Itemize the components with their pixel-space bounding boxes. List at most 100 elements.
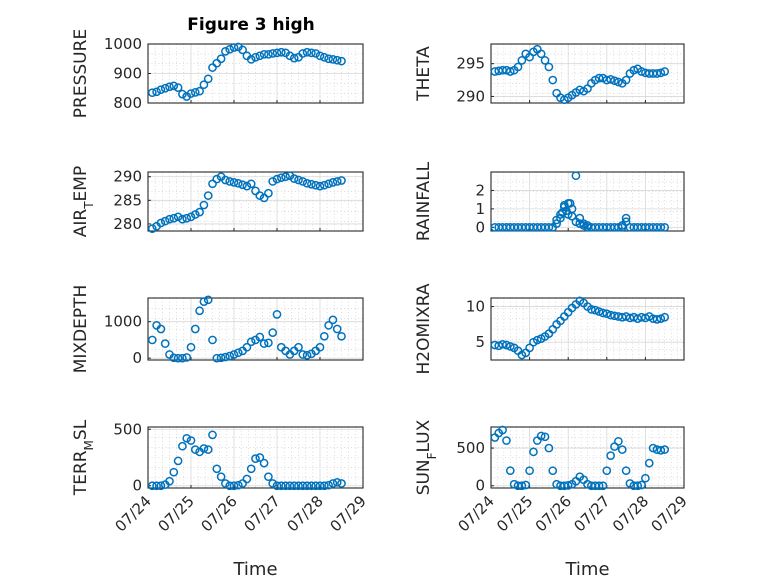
data-point — [156, 218, 166, 228]
y-tick-label: 800 — [113, 94, 142, 112]
y-axis-label-tail: LUX — [414, 419, 434, 452]
data-point — [583, 479, 592, 489]
data-point — [203, 295, 213, 305]
data-point — [590, 305, 600, 315]
data-point — [656, 445, 666, 455]
data-point — [521, 480, 531, 490]
data-point — [298, 481, 308, 491]
data-point — [238, 45, 247, 55]
data-point — [268, 479, 278, 488]
data-point — [173, 83, 183, 93]
data-point — [225, 44, 235, 54]
y-tick-label: 900 — [113, 65, 142, 83]
data-point — [579, 221, 588, 230]
data-point — [529, 447, 538, 457]
data-point — [152, 481, 161, 491]
subplot-pressure: 800 900 1000 PRESSURE — [71, 29, 364, 118]
data-point — [182, 353, 192, 362]
data-point — [173, 212, 183, 222]
data-point — [199, 297, 209, 306]
data-point — [621, 75, 631, 85]
data-point — [212, 353, 222, 363]
data-point — [195, 306, 204, 316]
data-point — [617, 221, 627, 230]
data-point — [315, 181, 325, 191]
data-point — [302, 178, 312, 188]
data-point — [307, 179, 316, 189]
data-point — [238, 479, 247, 488]
data-point — [652, 315, 662, 324]
data-point — [178, 89, 187, 99]
data-point — [525, 343, 534, 353]
data-point — [182, 213, 192, 223]
data-point — [169, 467, 179, 477]
data-point — [246, 464, 256, 474]
data-point — [319, 481, 329, 491]
data-point — [276, 173, 286, 183]
data-point — [186, 212, 196, 222]
data-point — [212, 464, 222, 474]
y-tick-label: 0 — [132, 477, 142, 495]
data-point — [525, 466, 534, 476]
subplot-theta: 290 295 THETA — [414, 43, 685, 105]
data-point — [165, 82, 174, 92]
data-point — [337, 479, 346, 488]
data-point — [186, 342, 196, 352]
x-tick-label: 07/26 — [532, 492, 575, 535]
data-point — [606, 451, 616, 460]
data-point — [598, 308, 608, 318]
data-point — [498, 425, 507, 435]
data-point — [199, 200, 209, 210]
data-point — [160, 339, 170, 348]
data-point — [160, 216, 170, 226]
data-point — [324, 179, 333, 189]
data-point — [517, 481, 527, 491]
data-point — [276, 481, 286, 491]
data-point — [268, 177, 278, 186]
data-point — [594, 481, 604, 491]
data-point — [302, 350, 312, 360]
x-tick-label: 07/25 — [155, 492, 198, 535]
y-axis-label-subscript: M — [82, 440, 96, 450]
data-point — [517, 56, 527, 65]
data-point — [319, 180, 329, 190]
data-point — [328, 479, 338, 488]
data-point — [660, 67, 670, 76]
data-point — [610, 76, 619, 86]
data-point — [294, 175, 303, 185]
axes-frame — [147, 43, 364, 104]
axes-frame — [490, 43, 685, 104]
data-point — [156, 481, 166, 491]
data-point — [255, 51, 265, 61]
data-point — [328, 54, 338, 64]
data-point — [315, 481, 325, 491]
data-point — [509, 479, 519, 489]
data-point — [559, 481, 569, 491]
y-axis-label: PRESSURE — [71, 29, 91, 118]
y-tick-label: 500 — [456, 439, 485, 457]
data-point — [225, 481, 235, 491]
data-point — [552, 479, 561, 489]
y-axis-label-tail: SL — [71, 419, 91, 440]
data-point — [264, 49, 273, 59]
data-point — [548, 75, 558, 85]
data-point — [208, 179, 217, 189]
data-point — [259, 193, 269, 203]
data-point — [272, 481, 282, 491]
x-axis-label: Time — [232, 559, 277, 580]
data-point — [332, 478, 342, 487]
data-point — [565, 198, 575, 208]
data-point — [289, 174, 299, 183]
data-point — [505, 342, 515, 351]
data-point — [259, 458, 269, 468]
data-point — [656, 68, 666, 78]
data-point — [571, 171, 581, 181]
data-point — [165, 476, 174, 486]
data-point — [536, 431, 546, 441]
data-point — [294, 342, 303, 352]
y-axis-label-subscript: F — [425, 452, 439, 459]
data-point — [272, 310, 282, 319]
data-point — [285, 481, 295, 491]
